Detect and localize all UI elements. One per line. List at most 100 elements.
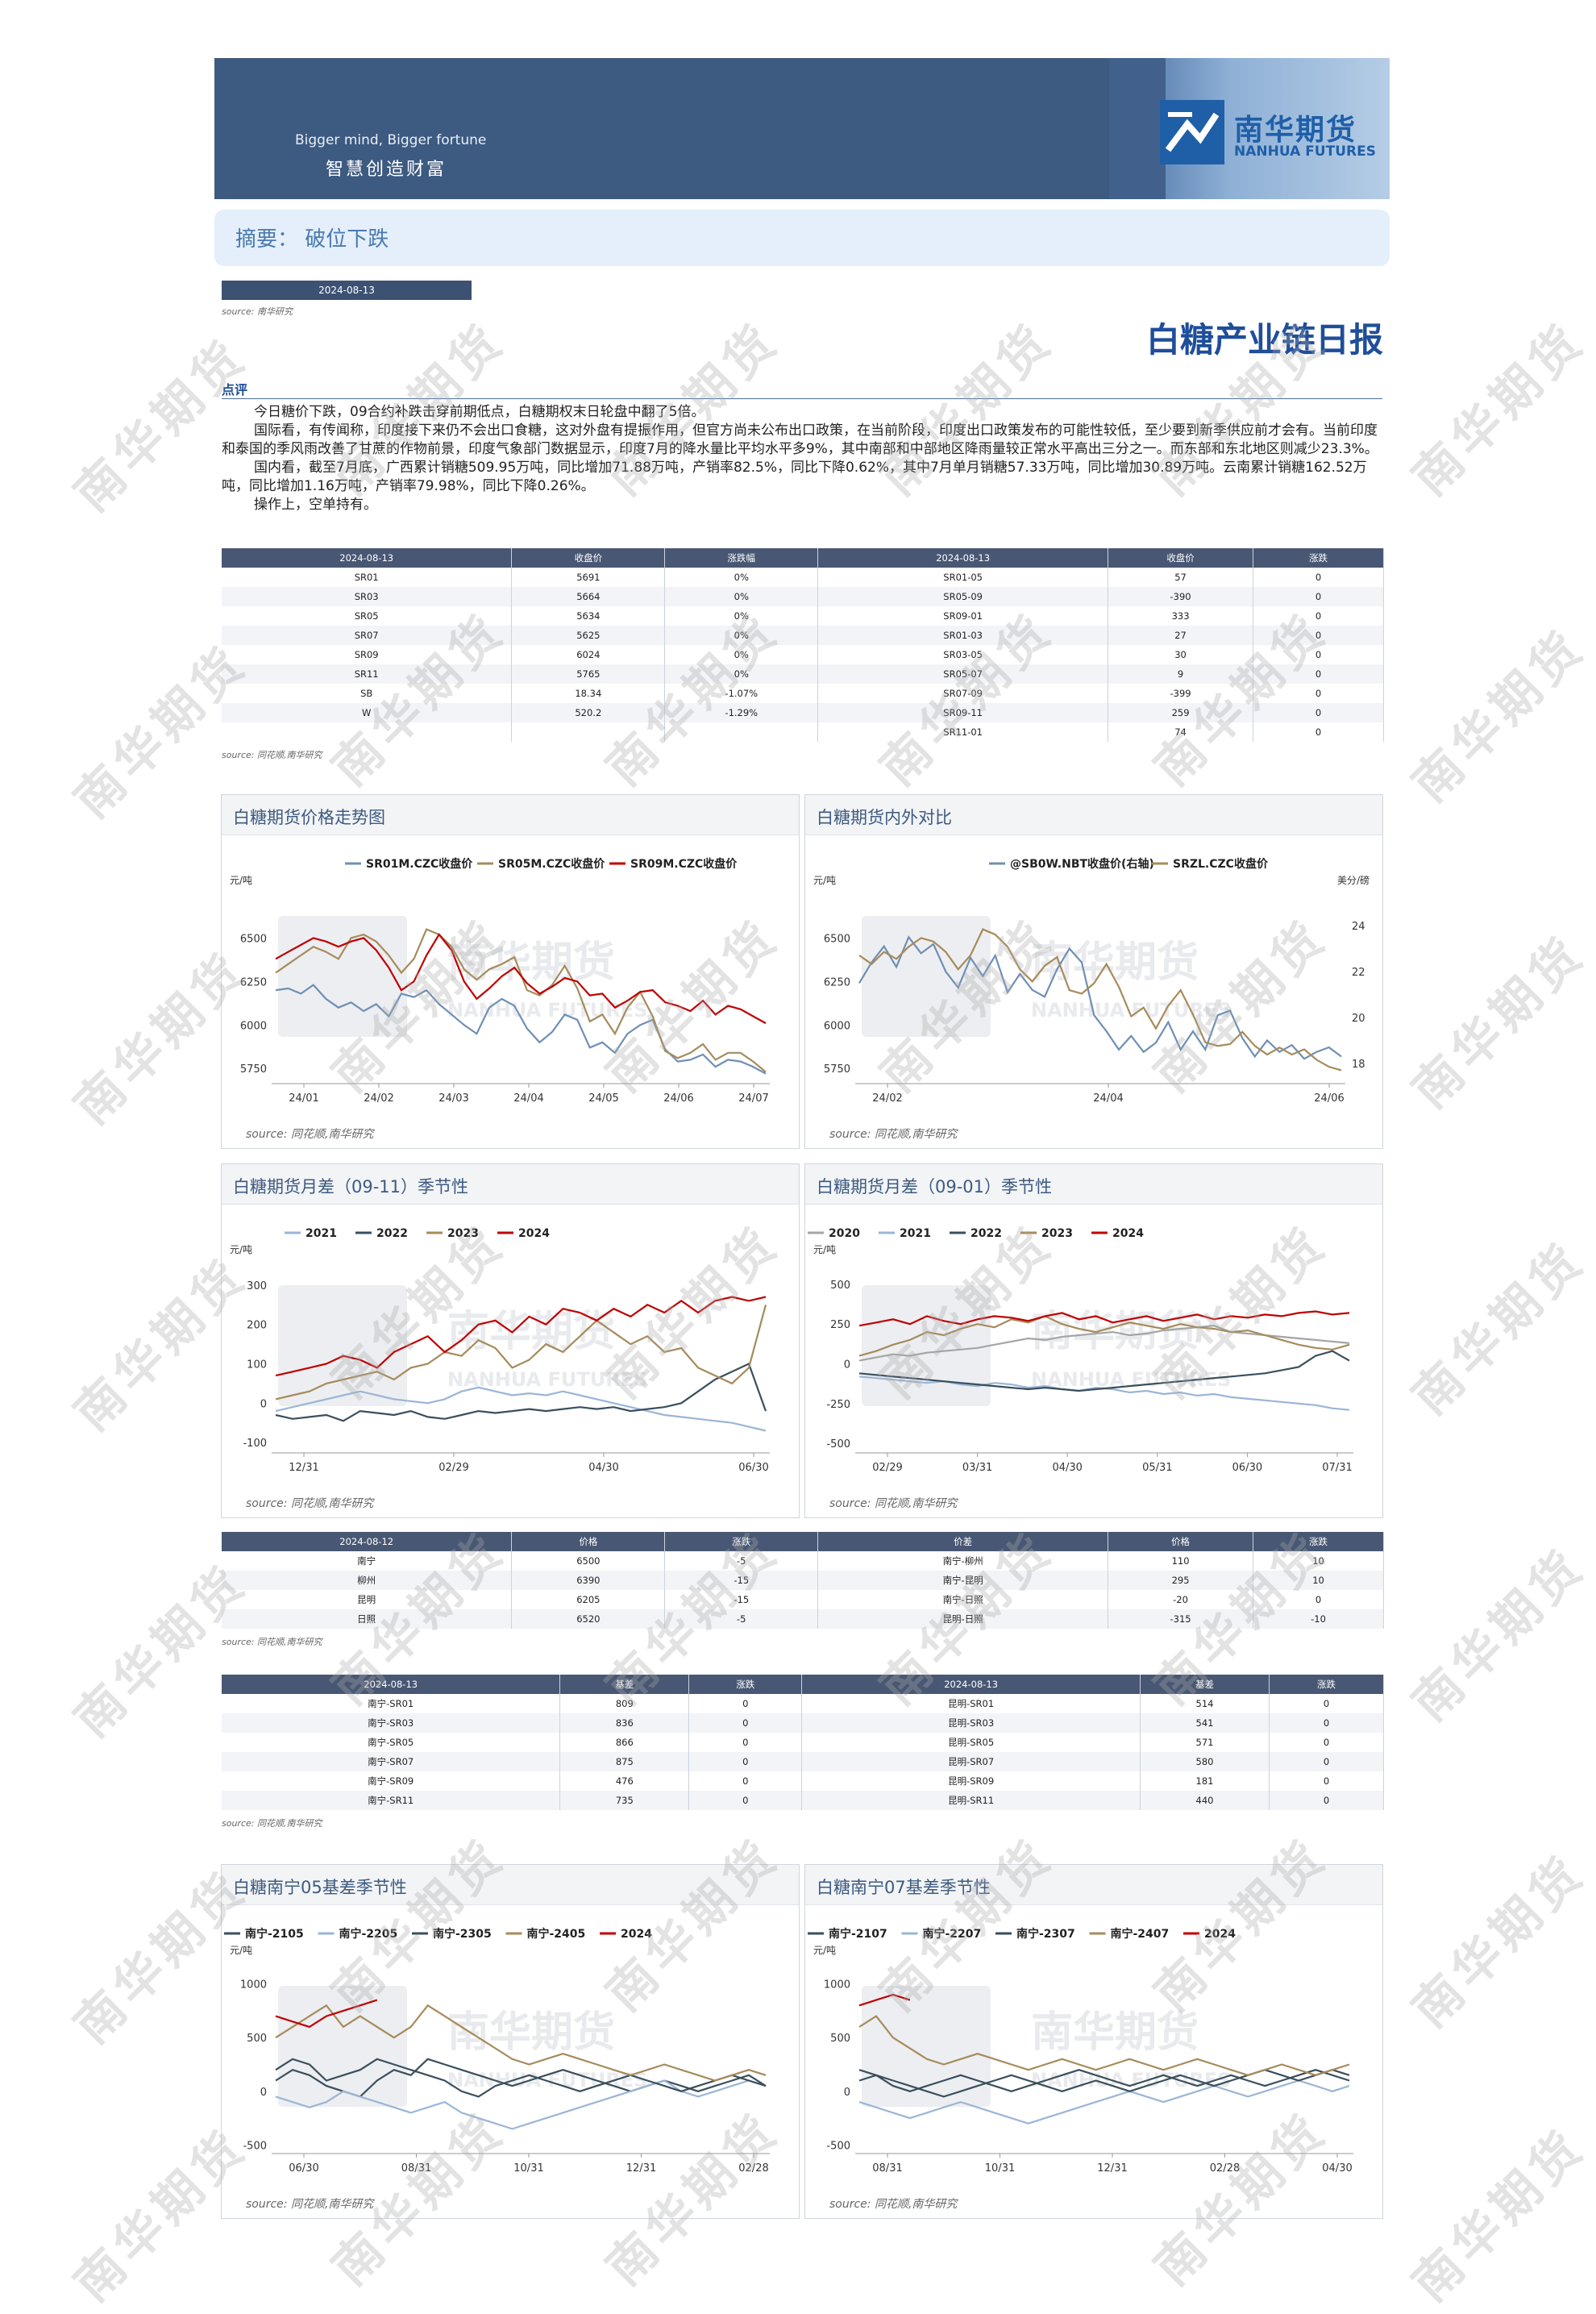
- comment-paragraph: 今日糖价下跌，09合约补跌击穿前期低点，白糖期权末日轮盘中翻了5倍。: [254, 404, 705, 420]
- y-axis-label: 元/吨: [230, 1945, 252, 1956]
- table-cell: -1.07%: [664, 684, 819, 703]
- table-cell: 南宁-SR07: [222, 1752, 561, 1771]
- table-row: 南宁-SR11 735 0 昆明-SR11 440 0: [222, 1791, 1384, 1810]
- table-cell: 5691: [511, 568, 666, 587]
- table-cell: 10: [1253, 1551, 1384, 1571]
- series-line: [275, 933, 767, 1025]
- table-cell: 295: [1108, 1571, 1254, 1590]
- y-tick-label: 1000: [240, 1979, 267, 1991]
- table-row: 昆明 6205 -15 南宁-日照 -20 0: [222, 1590, 1384, 1609]
- table-cell: 昆明-SR07: [801, 1752, 1141, 1771]
- table-cell: [222, 722, 513, 742]
- table-cell: 10: [1253, 1571, 1384, 1590]
- table-cell: 5634: [511, 606, 666, 626]
- x-tick-label: 24/05: [588, 1092, 618, 1105]
- series-line: [275, 1386, 767, 1432]
- table-cell: 0: [688, 1791, 803, 1810]
- table-cell: 昆明-SR01: [801, 1694, 1141, 1713]
- table-cell: 0%: [664, 568, 819, 587]
- series-line: [275, 2058, 767, 2098]
- table-cell: 柳州: [222, 1571, 513, 1590]
- chart-watermark-cn: 南华期货: [447, 1308, 615, 1356]
- y2-tick-label: 20: [1352, 1013, 1365, 1025]
- table-cell: 9: [1108, 664, 1254, 684]
- table-cell: 南宁-日照: [817, 1590, 1109, 1609]
- table-header: 2024-08-13: [222, 548, 513, 568]
- comment-heading: 点评: [222, 382, 248, 397]
- y-tick-label: 6500: [824, 933, 850, 945]
- source-top: source: 南华研究: [222, 306, 293, 317]
- table-cell: 0%: [664, 587, 819, 606]
- y-tick-label: 6500: [240, 933, 267, 945]
- table-header: 涨跌: [688, 1675, 803, 1694]
- table-cell: SR01-05: [817, 568, 1109, 587]
- table-cell: -15: [664, 1590, 819, 1609]
- slogan-cn: 智慧创造财富: [326, 160, 447, 180]
- chart-panel-domestic-foreign: 白糖期货内外对比 南华期货 NANHUA FUTURES @SB0W.NBT收盘价(…: [804, 794, 1383, 1149]
- table-cell: SR05-09: [817, 587, 1109, 606]
- y-tick-label: -500: [826, 1438, 850, 1450]
- x-tick-label: 10/31: [513, 2162, 543, 2175]
- table-cell: 6520: [511, 1609, 666, 1629]
- table-header: 2024-08-12: [222, 1532, 513, 1551]
- table-cell: [664, 722, 819, 742]
- y-axis-label: 元/吨: [813, 1945, 836, 1956]
- table-cell: 6024: [511, 645, 666, 664]
- x-tick-label: 24/02: [872, 1092, 902, 1105]
- table-cell: 0: [688, 1752, 803, 1771]
- table-header: 涨跌幅: [664, 548, 819, 568]
- legend-label: 2023: [1041, 1227, 1073, 1240]
- table-row: 南宁 6500 -5 南宁-柳州 110 10: [222, 1551, 1384, 1571]
- table-cell: 南宁-柳州: [817, 1551, 1109, 1571]
- watermark-text: 南华期货: [1401, 2117, 1596, 2313]
- chart-panel-basis-07: 白糖南宁07基差季节性 南华期货 NANHUA FUTURES 南宁-2107 南宁-…: [804, 1864, 1383, 2219]
- comment-body: 今日糖价下跌，09合约补跌击穿前期低点，白糖期权末日轮盘中翻了5倍。 国际看，有…: [222, 403, 1382, 514]
- table-cell: 昆明: [222, 1590, 513, 1609]
- chart-watermark-logo: [862, 1285, 991, 1406]
- y2-axis-label: 美分/磅: [1337, 874, 1369, 886]
- table-cell: -399: [1108, 684, 1254, 703]
- table-header: 2024-08-13: [222, 1675, 561, 1694]
- legend-label: 2022: [970, 1227, 1002, 1240]
- y-tick-label: 6250: [240, 976, 267, 988]
- table-cell: -5: [664, 1609, 819, 1629]
- table-row: SR09 6024 0% SR03-05 30 0: [222, 645, 1384, 664]
- x-tick-label: 24/04: [513, 1092, 543, 1105]
- y-tick-label: 6000: [824, 1020, 850, 1032]
- legend-label: 2022: [376, 1227, 408, 1240]
- table-cell: SR11-01: [817, 722, 1109, 742]
- table-cell: 110: [1108, 1551, 1254, 1571]
- table2-source: source: 同花顺,南华研究: [222, 1637, 322, 1647]
- table-cell: 6500: [511, 1551, 666, 1571]
- table-row: SR11-01 74 0: [222, 722, 1384, 742]
- y-axis-label: 元/吨: [813, 1244, 836, 1255]
- legend-label: SRZL.CZC收盘价: [1173, 857, 1269, 871]
- table-header: 涨跌: [1269, 1675, 1384, 1694]
- table-cell: 南宁: [222, 1551, 513, 1571]
- x-tick-label: 10/31: [985, 2162, 1015, 2175]
- series-line: [858, 1310, 1350, 1327]
- table-cell: SR05: [222, 606, 513, 626]
- legend-label: 2024: [1112, 1227, 1144, 1240]
- legend-label: SR09M.CZC收盘价: [630, 857, 738, 871]
- table-cell: 0%: [664, 664, 819, 684]
- x-tick-label: 08/31: [401, 2162, 431, 2175]
- watermark-text: 南华期货: [1401, 618, 1596, 814]
- chart-source: source: 同花顺,南华研究: [829, 1128, 958, 1141]
- y-axis-label: 元/吨: [230, 875, 252, 886]
- table-cell: 514: [1140, 1694, 1270, 1713]
- table-cell: -5: [664, 1551, 819, 1571]
- chart-watermark-logo: [278, 1986, 407, 2107]
- table-cell: 0: [1253, 606, 1384, 626]
- table-cell: 6205: [511, 1590, 666, 1609]
- chart-price-trend: 南华期货 NANHUA FUTURES SR01M.CZC收盘价 SR05M.CZC收…: [230, 857, 770, 1105]
- watermark-text: 南华期货: [1401, 1843, 1596, 2039]
- y-tick-label: 6000: [240, 1020, 267, 1032]
- table-cell: SR07-09: [817, 684, 1109, 703]
- comment-paragraph: 操作上，空单持有。: [254, 497, 377, 513]
- x-tick-label: 24/02: [364, 1092, 393, 1105]
- chart-watermark-logo: [862, 916, 991, 1037]
- table-cell: SR01-03: [817, 626, 1109, 645]
